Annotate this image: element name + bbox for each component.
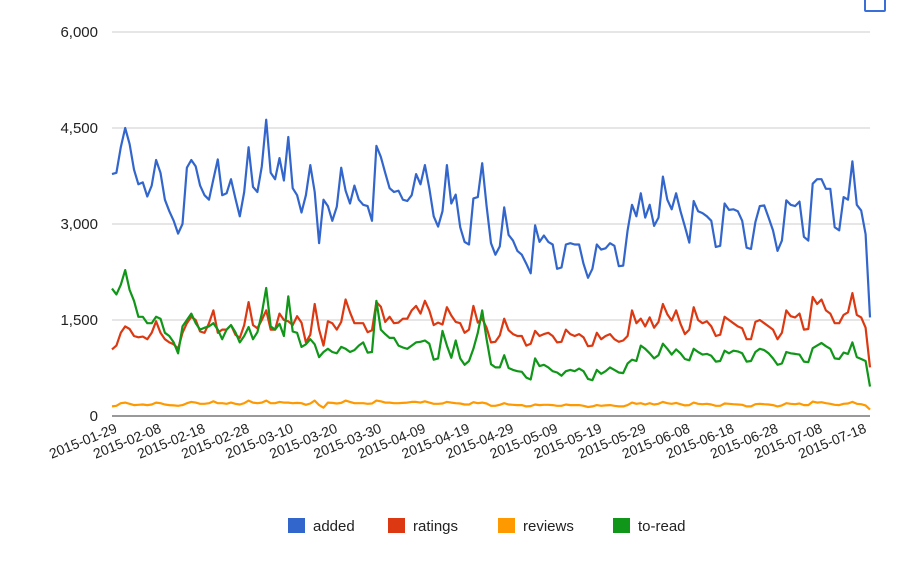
y-tick-label: 0 xyxy=(90,408,98,425)
legend-swatch xyxy=(288,518,305,533)
chart-menu-icon[interactable] xyxy=(864,0,886,12)
y-tick-label: 6,000 xyxy=(60,24,98,41)
legend-label: reviews xyxy=(523,518,574,535)
y-tick-label: 4,500 xyxy=(60,120,98,137)
legend-swatch xyxy=(613,518,630,533)
legend-item-ratings: ratings xyxy=(388,518,458,535)
x-axis: 2015-01-292015-02-082015-02-182015-02-28… xyxy=(47,420,869,462)
y-axis: 0 1,500 3,000 4,500 6,000 xyxy=(60,24,98,425)
series-lines xyxy=(111,118,872,411)
legend-label: ratings xyxy=(413,518,458,535)
legend-label: to-read xyxy=(638,518,686,535)
series-line-added xyxy=(111,118,872,318)
legend-item-to-read: to-read xyxy=(613,518,686,535)
legend-item-added: added xyxy=(288,518,355,535)
y-tick-label: 3,000 xyxy=(60,216,98,233)
gridlines xyxy=(112,31,870,417)
legend-item-reviews: reviews xyxy=(498,518,574,535)
y-tick-label: 1,500 xyxy=(60,312,98,329)
legend-swatch xyxy=(388,518,405,533)
series-line-to-read xyxy=(111,269,872,387)
legend-label: added xyxy=(313,518,355,535)
series-line-reviews xyxy=(111,399,871,411)
legend-swatch xyxy=(498,518,515,533)
legend: added ratings reviews to-read xyxy=(288,518,686,535)
